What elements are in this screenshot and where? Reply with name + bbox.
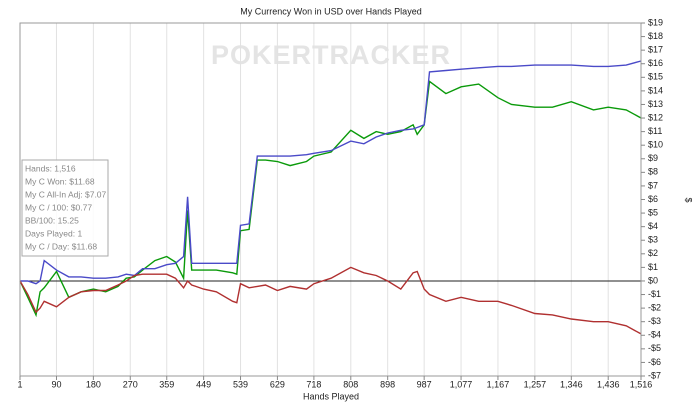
series-line: [19, 266, 642, 335]
x-tick-label: 1: [17, 379, 22, 389]
y-axis-label: $: [684, 197, 694, 202]
grid: [19, 23, 642, 376]
y-tick-label: $3: [648, 235, 658, 245]
y-tick-label: $17: [648, 45, 663, 55]
y-tick-label: $14: [648, 85, 663, 95]
x-tick-label: 1,077: [450, 379, 473, 389]
y-tick-label: $16: [648, 58, 663, 68]
x-tick-label: 1,346: [560, 379, 583, 389]
info-box-frame: [21, 159, 109, 257]
x-tick-label: 629: [270, 379, 285, 389]
x-tick-label: 987: [417, 379, 432, 389]
y-tick-label: $7: [648, 180, 658, 190]
y-tick-label: -$1: [648, 289, 661, 299]
y-tick-label: $11: [648, 126, 662, 136]
info-line: My C / 100: $0.77: [25, 202, 92, 212]
y-tick-label: -$6: [648, 357, 661, 367]
y-tick-label: $18: [648, 31, 663, 41]
x-tick-label: 449: [196, 379, 211, 389]
x-tick-label: 898: [380, 379, 395, 389]
x-tick-label: 808: [343, 379, 358, 389]
info-line: BB/100: 15.25: [25, 215, 79, 225]
info-line: Days Played: 1: [25, 228, 82, 238]
y-tick-label: -$4: [648, 330, 661, 340]
y-tick-label: $12: [648, 112, 663, 122]
info-line: My C Won: $11.68: [25, 176, 95, 186]
x-tick-label: 1,257: [524, 379, 547, 389]
x-tick-label: 1,167: [487, 379, 510, 389]
y-tick-label: $0: [648, 275, 658, 285]
y-tick-label: -$5: [648, 343, 661, 353]
y-tick-label: $10: [648, 140, 663, 150]
series-line: [20, 60, 642, 285]
y-tick-label: $9: [648, 153, 658, 163]
x-tick-label: 718: [306, 379, 321, 389]
x-tick-label: 1,436: [597, 379, 620, 389]
y-tick-label: -$3: [648, 316, 661, 326]
x-tick-label: 90: [51, 379, 61, 389]
info-line: Hands: 1,516: [25, 163, 76, 173]
y-tick-label: $5: [648, 207, 658, 217]
info-line: My C All-In Adj: $7.07: [25, 189, 107, 199]
watermark: POKERTRACKER: [211, 40, 451, 70]
x-tick-label: 539: [233, 379, 248, 389]
y-tick-label: $4: [648, 221, 658, 231]
y-tick-label: $2: [648, 248, 658, 258]
y-tick-label: $15: [648, 72, 663, 82]
y-tick-label: -$7: [648, 370, 661, 380]
y-tick-label: $13: [648, 99, 663, 109]
y-tick-label: $8: [648, 167, 658, 177]
x-tick-label: 270: [123, 379, 138, 389]
y-tick-label: $19: [648, 17, 663, 27]
x-tick-label: 359: [159, 379, 174, 389]
info-box: Hands: 1,516 My C Won: $11.68 My C All-In …: [21, 159, 109, 257]
x-tick-label: 1,516: [630, 379, 653, 389]
y-tick-label: $1: [648, 262, 658, 272]
y-tick-label: $6: [648, 194, 658, 204]
x-tick-label: 180: [86, 379, 101, 389]
plot: [19, 60, 642, 335]
x-axis-label: Hands Played: [303, 391, 359, 401]
chart-title: My Currency Won in USD over Hands Played: [240, 6, 421, 16]
y-tick-label: -$2: [648, 302, 661, 312]
info-line: My C / Day: $11.68: [25, 241, 97, 251]
